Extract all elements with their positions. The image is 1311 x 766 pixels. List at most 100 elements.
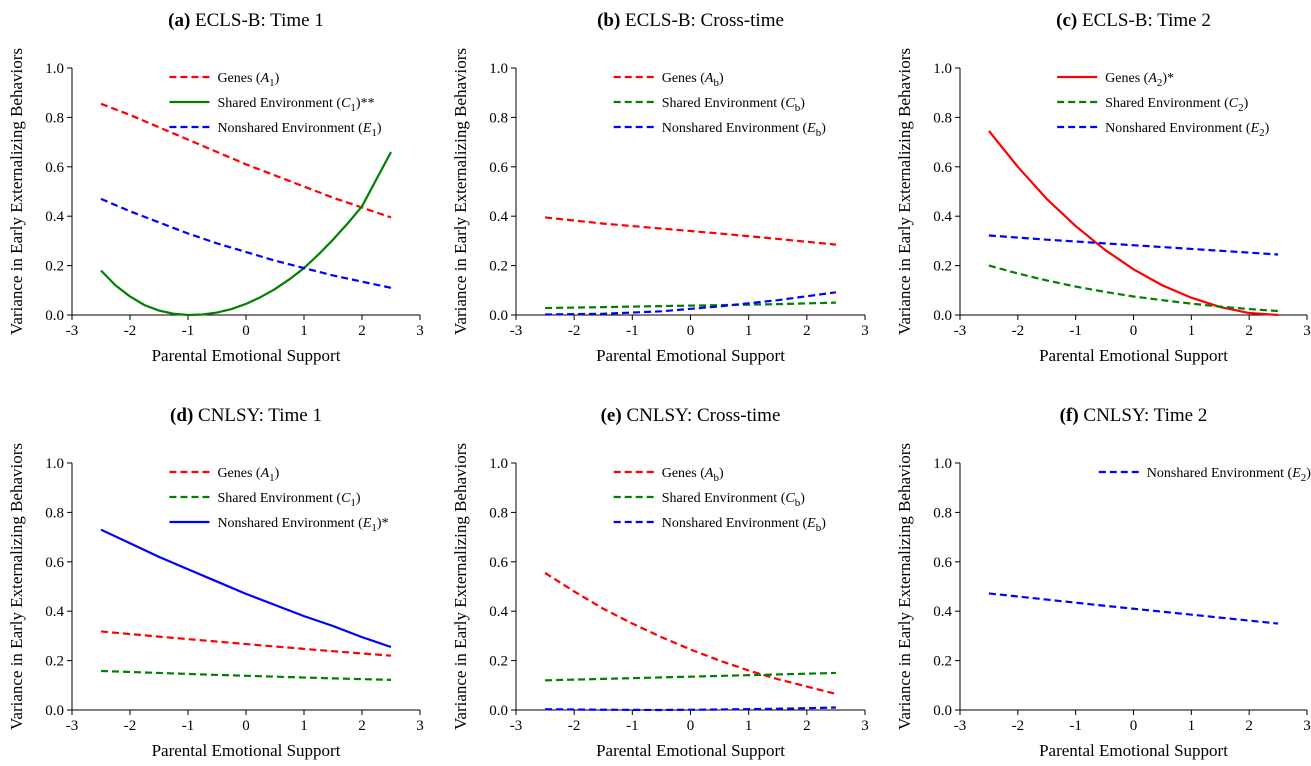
legend-label-prefix: Nonshared Environment ( xyxy=(1147,466,1293,481)
legend-label-subscript: b xyxy=(795,497,801,509)
y-tick-label: 0.4 xyxy=(933,604,952,620)
chart-panel-a: -3 -2 -1 0 1 2 3 0.0 0.2 0.4 0.6 0.8 1.0 Parental Emo… xyxy=(7,10,424,365)
panel-title-text: ECLS-B: Cross-time xyxy=(620,10,784,31)
x-tick-label: -2 xyxy=(568,323,581,339)
x-tick-label: 3 xyxy=(416,718,424,734)
legend-label-subscript: 2 xyxy=(1259,127,1265,139)
y-tick-label: 0.2 xyxy=(489,654,508,670)
y-tick-label: 1.0 xyxy=(489,61,508,77)
legend-label: Shared Environment (C1) xyxy=(217,491,360,509)
series-line-1 xyxy=(988,592,1279,625)
x-tick-label: 3 xyxy=(416,323,424,339)
legend-label-prefix: Shared Environment ( xyxy=(662,491,786,506)
legend-label-suffix: ) xyxy=(356,491,361,506)
x-tick-label: -1 xyxy=(626,323,639,339)
legend-label: Nonshared Environment (E1) xyxy=(217,121,381,139)
x-tick-label: -1 xyxy=(182,718,195,734)
legend-label-subscript: 2 xyxy=(1238,102,1244,114)
panel-title-text: CNLSY: Cross-time xyxy=(622,405,781,426)
panel-title-text: CNLSY: Time 2 xyxy=(1079,405,1208,426)
legend-label-prefix: Shared Environment ( xyxy=(217,96,341,111)
x-tick-label: 3 xyxy=(861,718,869,734)
legend-label-prefix: Shared Environment ( xyxy=(1105,96,1229,111)
x-tick-label: -2 xyxy=(124,323,137,339)
legend-label-suffix: ) xyxy=(1306,466,1311,481)
x-tick-label: 0 xyxy=(687,323,695,339)
panel-title-letter: (b) xyxy=(597,10,620,31)
y-tick-label: 0.6 xyxy=(933,160,952,176)
legend-label-symbol: C xyxy=(785,96,795,111)
x-tick-label: 0 xyxy=(1130,323,1138,339)
y-tick-label: 0.6 xyxy=(489,160,508,176)
legend-label-prefix: Genes ( xyxy=(662,71,705,86)
x-axis-label: Parental Emotional Support xyxy=(1039,741,1228,760)
legend-label: Nonshared Environment (E2) xyxy=(1147,466,1311,484)
legend-label: Shared Environment (C1)** xyxy=(217,96,374,114)
legend-label-symbol: A xyxy=(260,466,270,481)
x-tick-label: -1 xyxy=(626,718,639,734)
legend-label-subscript: 1 xyxy=(350,102,356,114)
legend-label-symbol: E xyxy=(362,121,372,136)
x-tick-label: 0 xyxy=(242,718,250,734)
legend-label-subscript: 2 xyxy=(1301,472,1307,484)
x-tick-label: 2 xyxy=(803,323,811,339)
series-line-1 xyxy=(988,130,1279,317)
x-tick-label: -3 xyxy=(66,718,79,734)
x-axis-label: Parental Emotional Support xyxy=(596,741,785,760)
y-axis-label: Variance in Early Externalizing Behavior… xyxy=(451,48,470,335)
panel-title-text: ECLS-B: Time 2 xyxy=(1077,10,1211,31)
y-tick-label: 0.6 xyxy=(489,555,508,571)
panel-title-text: CNLSY: Time 1 xyxy=(193,405,322,426)
y-axis-label: Variance in Early Externalizing Behavior… xyxy=(7,48,26,335)
chart-panel-d: -3 -2 -1 0 1 2 3 0.0 0.2 0.4 0.6 0.8 1.0 Parental Emo… xyxy=(7,405,424,760)
legend-label-suffix: ) xyxy=(275,466,280,481)
y-tick-label: 0.0 xyxy=(489,308,508,324)
legend: Genes (Ab)Shared Environment (Cb)Nonshar… xyxy=(613,71,826,139)
panel-title: (e) CNLSY: Cross-time xyxy=(601,405,781,426)
x-tick-label: -2 xyxy=(124,718,137,734)
x-tick-label: 3 xyxy=(1303,323,1311,339)
y-tick-label: 1.0 xyxy=(489,456,508,472)
y-tick-label: 0.2 xyxy=(933,259,952,275)
x-tick-label: 2 xyxy=(1245,718,1253,734)
legend-label-suffix: ) xyxy=(800,96,805,111)
x-tick-label: 2 xyxy=(803,718,811,734)
series-line-3 xyxy=(988,234,1279,256)
legend-label-suffix: ) xyxy=(719,71,724,86)
legend-label: Nonshared Environment (E2) xyxy=(1105,121,1269,139)
legend-label: Shared Environment (Cb) xyxy=(662,96,805,114)
y-axis-label: Variance in Early Externalizing Behavior… xyxy=(451,443,470,730)
x-tick-label: 0 xyxy=(1130,718,1138,734)
x-tick-label: 2 xyxy=(358,323,366,339)
legend-label-subscript: 1 xyxy=(350,497,356,509)
legend-label-prefix: Genes ( xyxy=(1105,71,1148,86)
legend-label-prefix: Nonshared Environment ( xyxy=(217,516,363,531)
y-tick-label: 0.2 xyxy=(45,654,64,670)
legend-label-suffix: ) xyxy=(377,121,382,136)
x-tick-label: -1 xyxy=(1069,323,1082,339)
y-tick-label: 1.0 xyxy=(45,456,64,472)
y-axis-label: Variance in Early Externalizing Behavior… xyxy=(895,48,914,335)
panel-title: (b) ECLS-B: Cross-time xyxy=(597,10,784,31)
legend-label-symbol: E xyxy=(1250,121,1260,136)
legend-label-prefix: Genes ( xyxy=(662,466,705,481)
legend-label-subscript: 1 xyxy=(269,77,275,89)
legend-label: Genes (A1) xyxy=(217,466,279,484)
legend: Genes (A2)*Shared Environment (C2)Nonsha… xyxy=(1057,71,1270,139)
y-tick-label: 0.8 xyxy=(45,110,64,126)
panel-title: (d) CNLSY: Time 1 xyxy=(170,405,322,426)
y-tick-label: 0.0 xyxy=(933,308,952,324)
legend-label-subscript: b xyxy=(713,77,719,89)
y-tick-label: 0.4 xyxy=(45,604,64,620)
chart-panel-e: -3 -2 -1 0 1 2 3 0.0 0.2 0.4 0.6 0.8 1.0 Parental Emo… xyxy=(451,405,869,760)
panel-title-text: ECLS-B: Time 1 xyxy=(190,10,324,31)
legend-label: Nonshared Environment (Eb) xyxy=(662,121,826,139)
legend-label-subscript: b xyxy=(816,127,822,139)
legend: Genes (Ab)Shared Environment (Cb)Nonshar… xyxy=(613,466,826,534)
y-tick-label: 0.0 xyxy=(45,703,64,719)
series-line-3 xyxy=(100,197,392,289)
y-tick-label: 1.0 xyxy=(933,456,952,472)
y-tick-label: 0.6 xyxy=(45,555,64,571)
legend-label-symbol: E xyxy=(806,121,816,136)
x-tick-label: 0 xyxy=(242,323,250,339)
